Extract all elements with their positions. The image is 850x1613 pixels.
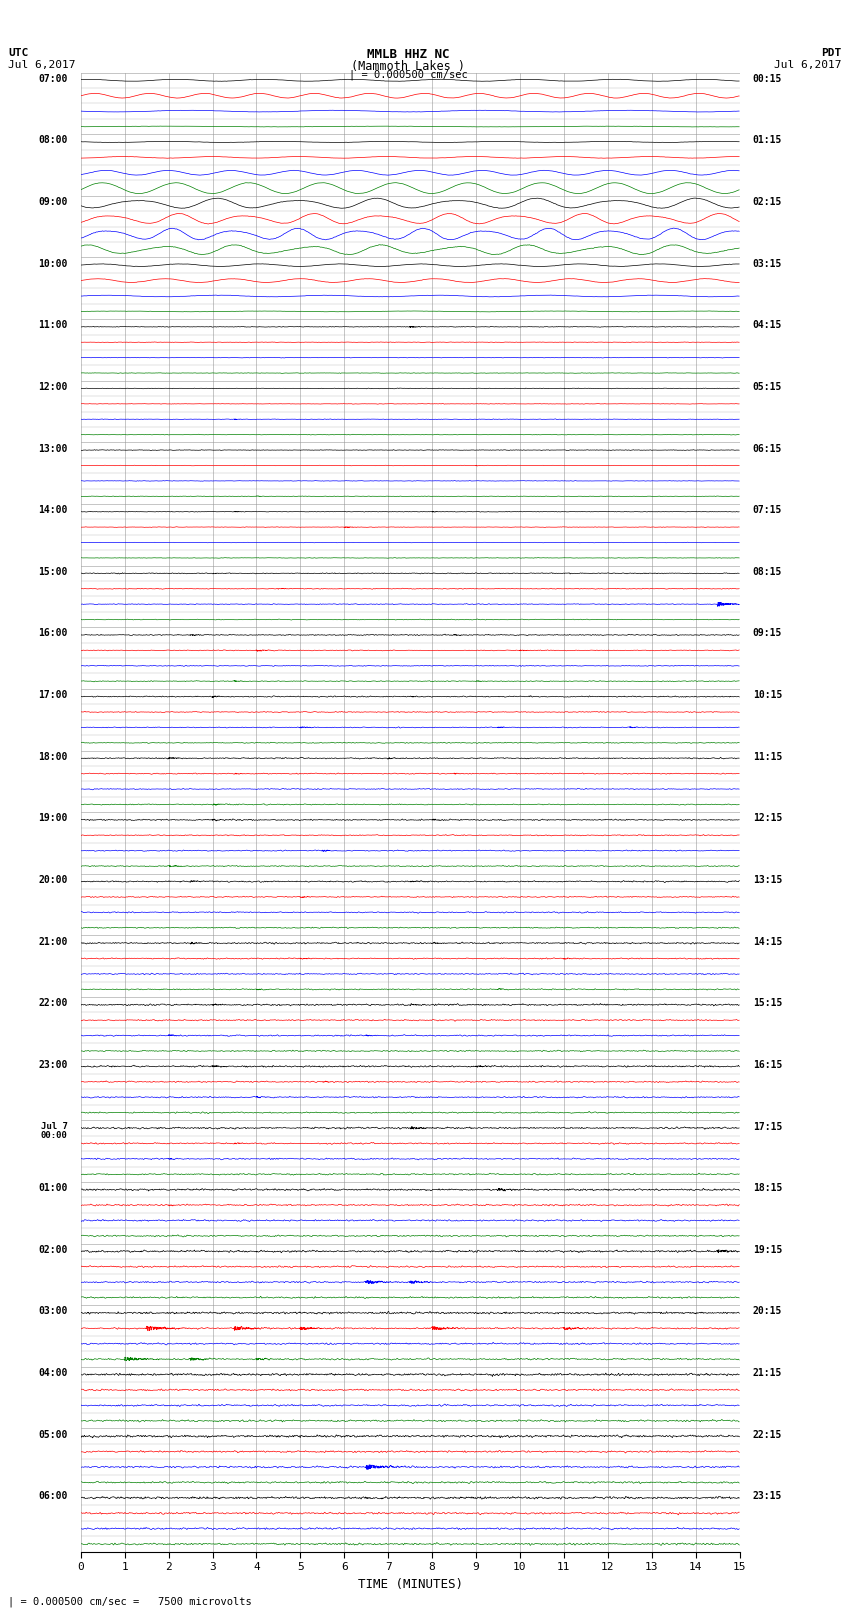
Text: 05:15: 05:15 — [752, 382, 782, 392]
Text: 15:00: 15:00 — [38, 566, 68, 577]
Text: 07:15: 07:15 — [752, 505, 782, 515]
Text: 20:00: 20:00 — [38, 874, 68, 886]
Text: Jul 7: Jul 7 — [41, 1121, 68, 1131]
Text: 04:15: 04:15 — [752, 321, 782, 331]
Text: 18:15: 18:15 — [752, 1184, 782, 1194]
Text: 06:15: 06:15 — [752, 444, 782, 453]
Text: 00:00: 00:00 — [41, 1131, 68, 1140]
Text: 09:00: 09:00 — [38, 197, 68, 206]
Text: 12:15: 12:15 — [752, 813, 782, 823]
Text: MMLB HHZ NC: MMLB HHZ NC — [366, 48, 450, 61]
X-axis label: TIME (MINUTES): TIME (MINUTES) — [358, 1578, 462, 1590]
Text: 10:00: 10:00 — [38, 258, 68, 269]
Text: 21:15: 21:15 — [752, 1368, 782, 1378]
Text: 19:00: 19:00 — [38, 813, 68, 823]
Text: 02:15: 02:15 — [752, 197, 782, 206]
Text: 03:15: 03:15 — [752, 258, 782, 269]
Text: 11:00: 11:00 — [38, 321, 68, 331]
Text: | = 0.000500 cm/sec: | = 0.000500 cm/sec — [348, 69, 468, 81]
Text: 21:00: 21:00 — [38, 937, 68, 947]
Text: 04:00: 04:00 — [38, 1368, 68, 1378]
Text: 01:00: 01:00 — [38, 1184, 68, 1194]
Text: 22:15: 22:15 — [752, 1429, 782, 1440]
Text: 03:00: 03:00 — [38, 1307, 68, 1316]
Text: 17:00: 17:00 — [38, 690, 68, 700]
Text: 23:00: 23:00 — [38, 1060, 68, 1069]
Text: 19:15: 19:15 — [752, 1245, 782, 1255]
Text: 06:00: 06:00 — [38, 1492, 68, 1502]
Text: 22:00: 22:00 — [38, 998, 68, 1008]
Text: Jul 6,2017: Jul 6,2017 — [774, 60, 842, 69]
Text: 01:15: 01:15 — [752, 135, 782, 145]
Text: 20:15: 20:15 — [752, 1307, 782, 1316]
Text: 16:00: 16:00 — [38, 629, 68, 639]
Text: 08:00: 08:00 — [38, 135, 68, 145]
Text: Jul 6,2017: Jul 6,2017 — [8, 60, 76, 69]
Text: 11:15: 11:15 — [752, 752, 782, 761]
Text: 18:00: 18:00 — [38, 752, 68, 761]
Text: | = 0.000500 cm/sec =   7500 microvolts: | = 0.000500 cm/sec = 7500 microvolts — [8, 1595, 252, 1607]
Text: 13:00: 13:00 — [38, 444, 68, 453]
Text: 07:00: 07:00 — [38, 74, 68, 84]
Text: 15:15: 15:15 — [752, 998, 782, 1008]
Text: 00:15: 00:15 — [752, 74, 782, 84]
Text: 10:15: 10:15 — [752, 690, 782, 700]
Text: 05:00: 05:00 — [38, 1429, 68, 1440]
Text: 17:15: 17:15 — [752, 1121, 782, 1132]
Text: PDT: PDT — [821, 48, 842, 58]
Text: 14:00: 14:00 — [38, 505, 68, 515]
Text: 09:15: 09:15 — [752, 629, 782, 639]
Text: 13:15: 13:15 — [752, 874, 782, 886]
Text: 12:00: 12:00 — [38, 382, 68, 392]
Text: 16:15: 16:15 — [752, 1060, 782, 1069]
Text: 02:00: 02:00 — [38, 1245, 68, 1255]
Text: 23:15: 23:15 — [752, 1492, 782, 1502]
Text: 14:15: 14:15 — [752, 937, 782, 947]
Text: UTC: UTC — [8, 48, 29, 58]
Text: 08:15: 08:15 — [752, 566, 782, 577]
Text: (Mammoth Lakes ): (Mammoth Lakes ) — [351, 60, 465, 73]
